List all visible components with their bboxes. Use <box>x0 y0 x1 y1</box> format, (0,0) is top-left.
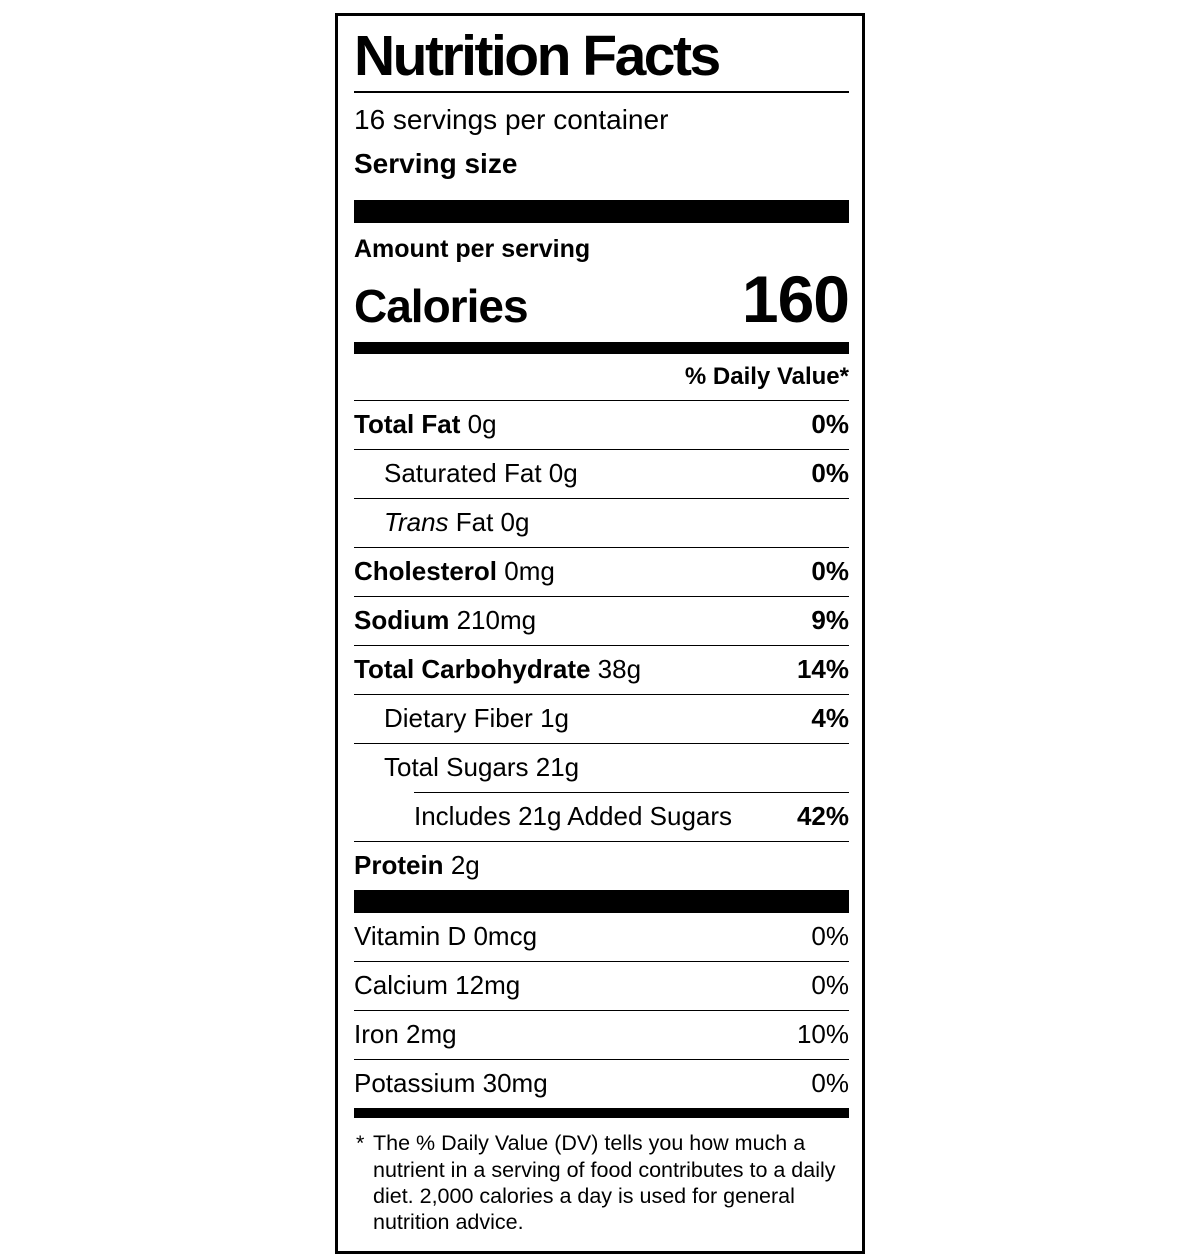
nutrient-name-group: Vitamin D 0mcg <box>354 921 537 952</box>
nutrient-row: Trans Fat 0g <box>354 498 849 547</box>
daily-value-header: % Daily Value* <box>684 363 849 391</box>
nutrient-row: Protein 2g <box>354 841 849 890</box>
nutrient-name-group: Sodium 210mg <box>354 605 536 636</box>
nutrient-name-group: Protein 2g <box>354 850 480 881</box>
serving-size-label: Serving size <box>354 148 518 180</box>
nutrient-row: Sodium 210mg 9% <box>354 596 849 645</box>
amount-per-serving-label: Amount per serving <box>354 235 591 264</box>
nutrient-row: Total Fat 0g 0% <box>354 400 849 449</box>
nutrient-name: Total Sugars <box>384 752 529 783</box>
nutrient-amount: 0g <box>467 409 497 440</box>
vitamin-amount: 0mcg <box>473 921 538 952</box>
nutrient-dv: 4% <box>811 703 849 734</box>
nutrient-name: Sodium <box>354 605 450 636</box>
nutrient-amount: 0g <box>548 458 578 489</box>
vitamin-name: Potassium <box>354 1068 476 1099</box>
nutrient-amount: 21g <box>535 752 580 783</box>
nutrition-facts-label: Nutrition Facts 16 servings per containe… <box>335 13 865 1254</box>
nutrient-row: Total Carbohydrate 38g 14% <box>354 645 849 694</box>
nutrient-name-group: Trans Fat 0g <box>384 507 529 538</box>
nutrient-row: Includes 21g Added Sugars 42% <box>414 792 849 841</box>
vitamin-amount: 12mg <box>455 970 521 1001</box>
nutrient-row: Total Sugars 21g <box>354 743 849 792</box>
footnote-text: The % Daily Value (DV) tells you how muc… <box>373 1131 836 1235</box>
vitamin-amount: 2mg <box>406 1019 457 1050</box>
nutrient-amount: 38g <box>597 654 642 685</box>
nutrient-amount: 0mg <box>504 556 555 587</box>
vitamin-name: Iron <box>354 1019 399 1050</box>
vitamin-row: Potassium 30mg 0% <box>354 1059 849 1108</box>
nutrient-dv: 0% <box>811 409 849 440</box>
nutrient-amount: 210mg <box>456 605 537 636</box>
nutrient-amount: 2g <box>450 850 480 881</box>
nutrient-name-group: Dietary Fiber 1g <box>384 703 569 734</box>
footnote-bar <box>354 1108 849 1119</box>
calories-row: Calories 160 <box>354 262 850 342</box>
footnote: * The % Daily Value (DV) tells you how m… <box>354 1118 849 1239</box>
nutrient-name: Trans <box>384 507 449 538</box>
vitamin-dv: 0% <box>811 921 849 952</box>
nutrient-dv: 0% <box>811 556 849 587</box>
nutrient-row: Dietary Fiber 1g 4% <box>354 694 849 743</box>
nutrient-name-group: Total Carbohydrate 38g <box>354 654 641 685</box>
nutrient-name-group: Potassium 30mg <box>354 1068 548 1099</box>
nutrient-name: Cholesterol <box>354 556 498 587</box>
vitamin-name: Vitamin D <box>354 921 467 952</box>
title-rule <box>354 91 849 94</box>
nutrient-row: Saturated Fat 0g 0% <box>354 449 849 498</box>
nutrient-name-group: Cholesterol 0mg <box>354 556 555 587</box>
nutrient-name-group: Total Fat 0g <box>354 409 497 440</box>
nutrient-name: Total Carbohydrate <box>354 654 591 685</box>
nutrient-name: Protein <box>354 850 444 881</box>
nutrient-dv: 14% <box>796 654 849 685</box>
nutrient-name: Total Fat <box>354 409 461 440</box>
calories-label: Calories <box>354 280 529 333</box>
vitamin-row: Iron 2mg 10% <box>354 1010 849 1059</box>
calories-divider-bar <box>354 342 849 355</box>
vitamin-dv: 0% <box>811 970 849 1001</box>
nutrient-rows: Total Fat 0g 0% Saturated Fat 0g 0% Trans Fa… <box>354 400 849 890</box>
vitamin-row: Calcium 12mg 0% <box>354 961 849 1010</box>
vitamin-dv: 10% <box>796 1019 849 1050</box>
nutrient-dv: 42% <box>796 801 849 832</box>
servings-per-container: 16 servings per container <box>354 104 669 136</box>
nutrient-name: Dietary Fiber <box>384 703 533 734</box>
nutrient-amount: 1g <box>540 703 569 734</box>
section-bar-bottom <box>354 890 849 914</box>
footnote-asterisk: * <box>356 1131 365 1156</box>
vitamin-rows: Vitamin D 0mcg 0% Calcium 12mg 0% Iron 2mg 10… <box>354 913 849 1108</box>
nutrient-dv: 9% <box>811 605 849 636</box>
nutrient-name-group: Saturated Fat 0g <box>384 458 578 489</box>
nutrient-name: Includes 21g Added Sugars <box>414 801 733 832</box>
nutrient-name-group: Includes 21g Added Sugars <box>414 801 732 832</box>
nutrient-name-group: Iron 2mg <box>354 1019 457 1050</box>
calories-value: 160 <box>741 262 850 337</box>
nutrient-dv: 0% <box>811 458 849 489</box>
section-bar-top <box>354 200 849 224</box>
vitamin-dv: 0% <box>811 1068 849 1099</box>
vitamin-row: Vitamin D 0mcg 0% <box>354 913 849 961</box>
nutrient-amount: Fat 0g <box>455 507 530 538</box>
nutrient-name: Saturated Fat <box>384 458 542 489</box>
vitamin-name: Calcium <box>354 970 448 1001</box>
label-title: Nutrition Facts <box>354 24 721 88</box>
nutrient-row: Cholesterol 0mg 0% <box>354 547 849 596</box>
nutrient-name-group: Calcium 12mg <box>354 970 520 1001</box>
nutrient-name-group: Total Sugars 21g <box>384 752 579 783</box>
vitamin-amount: 30mg <box>482 1068 548 1099</box>
